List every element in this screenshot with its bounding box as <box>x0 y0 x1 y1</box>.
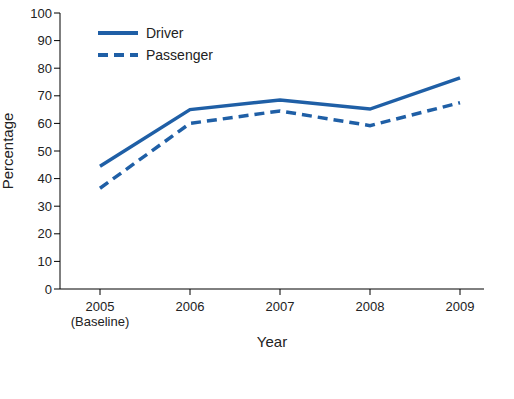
svg-text:2006: 2006 <box>176 299 205 314</box>
svg-text:2007: 2007 <box>266 299 295 314</box>
svg-text:50: 50 <box>38 144 52 159</box>
svg-text:80: 80 <box>38 61 52 76</box>
svg-text:70: 70 <box>38 88 52 103</box>
svg-text:2005(Baseline): 2005(Baseline) <box>71 299 130 329</box>
svg-text:20: 20 <box>38 226 52 241</box>
svg-text:100: 100 <box>30 6 52 21</box>
svg-text:Percentage: Percentage <box>8 113 16 190</box>
svg-text:2009: 2009 <box>446 299 475 314</box>
svg-text:Year: Year <box>257 333 287 350</box>
svg-text:40: 40 <box>38 171 52 186</box>
svg-text:60: 60 <box>38 116 52 131</box>
svg-text:2008: 2008 <box>356 299 385 314</box>
html-text:Driver: Driver <box>146 25 184 41</box>
svg-text:30: 30 <box>38 199 52 214</box>
svg-text:90: 90 <box>38 33 52 48</box>
svg-text:10: 10 <box>38 254 52 269</box>
html-text:Passenger: Passenger <box>146 47 213 63</box>
svg-text:0: 0 <box>45 282 52 297</box>
